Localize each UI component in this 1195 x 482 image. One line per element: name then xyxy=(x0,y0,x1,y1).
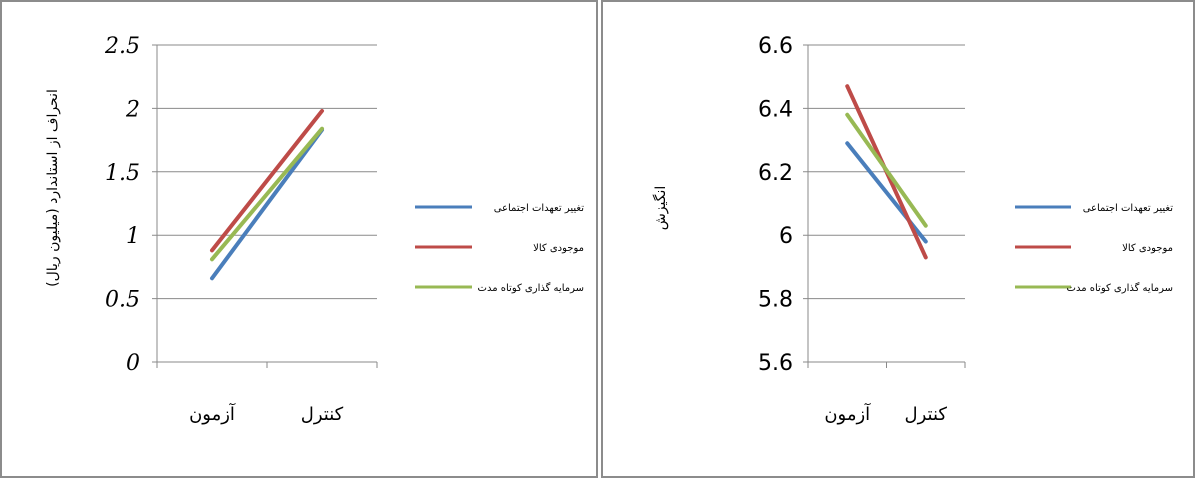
chart-panel-deviation: 0 0.5 1 1.5 2 2.5 آزمون کنترل انحراف از استاندار… xyxy=(0,0,598,478)
y-tick-label: 1.5 xyxy=(105,161,140,186)
legend-label: تغییر تعهدات اجتماعی xyxy=(494,203,585,214)
y-tick-label: 6.2 xyxy=(758,161,793,186)
y-tick-label: 1 xyxy=(126,224,140,249)
series-line xyxy=(845,112,928,228)
series-line xyxy=(210,108,324,253)
x-category-label: کنترل xyxy=(905,404,948,425)
chart-deviation: 0 0.5 1 1.5 2 2.5 آزمون کنترل انحراف از استاندار… xyxy=(45,34,585,425)
y-tick-label: 6.6 xyxy=(758,34,793,59)
x-category-label: کنترل xyxy=(301,404,344,425)
chart-motivation: 5.6 5.8 6 6.2 6.4 6.6 آزمون کنترل انگیزش تغییر تع… xyxy=(652,34,1174,425)
y-tick-label: 6.4 xyxy=(758,97,793,122)
series-line xyxy=(210,126,324,262)
chart-panel-motivation: 5.6 5.8 6 6.2 6.4 6.6 آزمون کنترل انگیزش تغییر تع… xyxy=(601,0,1195,478)
series-line xyxy=(210,127,324,281)
legend-label: سرمایه گذاری کوتاه مدت xyxy=(1067,282,1173,294)
y-tick-label: 5.8 xyxy=(758,288,793,313)
legend-label: تغییر تعهدات اجتماعی xyxy=(1083,203,1174,214)
legend-label: موجودی کالا xyxy=(1122,243,1173,254)
y-tick-label: 5.6 xyxy=(758,351,793,376)
legend-label: موجودی کالا xyxy=(533,243,584,254)
legend-label: سرمایه گذاری کوتاه مدت xyxy=(478,282,584,294)
y-tick-label: 2 xyxy=(125,97,140,122)
y-axis-title: انحراف از استاندارد (میلیون ریال) xyxy=(45,89,61,287)
y-tick-label: 0 xyxy=(126,351,140,376)
y-tick-label: 0.5 xyxy=(105,288,140,313)
x-category-label: آزمون xyxy=(189,402,236,425)
y-tick-label: 6 xyxy=(779,224,793,249)
y-axis-title: انگیزش xyxy=(652,186,669,231)
series-line xyxy=(845,141,928,244)
x-category-label: آزمون xyxy=(824,402,871,425)
y-tick-label: 2.5 xyxy=(104,34,140,59)
